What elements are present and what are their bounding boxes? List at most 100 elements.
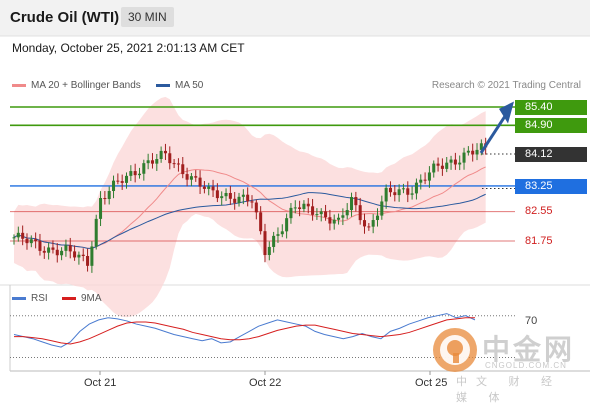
candle-body — [133, 171, 137, 176]
watermark-tagline: 中文 财 经 媒 体 — [456, 375, 561, 404]
candle-body — [142, 163, 146, 174]
candle-body — [207, 186, 211, 189]
candle-body — [159, 150, 163, 160]
candle-body — [120, 181, 124, 183]
candle-body — [341, 215, 345, 218]
candle-body — [306, 203, 310, 207]
resistance-1-tag: 84.90 — [515, 118, 587, 133]
candle-body — [129, 171, 133, 176]
candle-body — [124, 175, 129, 183]
legend-9ma-label: 9MA — [81, 293, 102, 304]
candle-body — [371, 220, 375, 227]
candle-body — [479, 143, 483, 150]
candle-body — [228, 192, 232, 199]
candle-body — [466, 150, 470, 153]
support-1-label: 82.55 — [525, 205, 553, 217]
candle-body — [445, 162, 449, 169]
candle-body — [319, 211, 323, 215]
candle-body — [285, 218, 289, 232]
candle-body — [81, 254, 85, 256]
candle-body — [237, 196, 241, 203]
timeframe-badge[interactable]: 30 MIN — [121, 7, 174, 27]
candle-body — [185, 174, 189, 180]
candle-body — [263, 231, 267, 256]
instrument-title: Crude Oil (WTI) — [10, 9, 120, 26]
candle-body — [146, 160, 150, 164]
candle-body — [112, 180, 116, 191]
watermark-logo-icon — [433, 328, 477, 372]
candle-body — [202, 186, 206, 189]
candle-body — [410, 193, 414, 195]
candle-body — [90, 246, 94, 266]
candle-body — [60, 250, 64, 256]
candle-body — [246, 194, 250, 202]
candle-body — [55, 249, 59, 256]
candle-body — [77, 254, 81, 258]
resistance-2-tag: 85.40 — [515, 100, 587, 115]
candle-body — [38, 241, 42, 251]
candle-body — [29, 239, 33, 244]
x-label-oct22: Oct 22 — [249, 377, 282, 389]
candle-body — [367, 226, 371, 228]
candle-body — [267, 246, 271, 256]
ma9-swatch — [62, 296, 76, 300]
candle-body — [324, 211, 328, 218]
datetime-label: Monday, October 25, 2021 2:01:13 AM CET — [12, 41, 245, 55]
x-label-oct21: Oct 21 — [84, 377, 117, 389]
candle-body — [181, 164, 185, 175]
forecast-arrow-icon — [499, 101, 514, 124]
candle-body — [414, 182, 418, 194]
candle-body — [233, 198, 237, 203]
candle-body — [311, 206, 315, 215]
candle-body — [220, 196, 224, 199]
candle-body — [16, 232, 20, 238]
rsi-line — [13, 313, 476, 348]
watermark-name: 中金网 — [482, 333, 576, 366]
candle-body — [462, 152, 466, 163]
candle-body — [259, 212, 263, 232]
candle-body — [362, 220, 367, 227]
candle-body — [34, 239, 38, 242]
bollinger-band-area — [14, 96, 486, 318]
candle-body — [194, 176, 198, 178]
rsi-level-label: 70 — [525, 315, 538, 327]
candle-body — [436, 163, 440, 166]
candle-body — [211, 186, 215, 191]
candle-body — [345, 210, 349, 216]
candle-body — [116, 180, 120, 182]
candle-body — [401, 188, 405, 190]
pivot-tag: 83.25 — [515, 179, 587, 194]
candle-body — [107, 190, 111, 200]
header-bar — [0, 0, 590, 36]
last-price-tag: 84.12 — [515, 147, 587, 162]
legend-rsi-label: RSI — [31, 293, 48, 304]
candle-body — [358, 205, 362, 221]
legend-ma50-label: MA 50 — [175, 80, 204, 91]
candle-body — [302, 203, 306, 209]
research-credit: Research © 2021 Trading Central — [431, 80, 581, 91]
candle-body — [172, 163, 176, 165]
watermark-domain: CNGOLD.COM.CN — [485, 361, 567, 370]
ma20-swatch — [12, 83, 26, 87]
candle-body — [332, 219, 336, 224]
candle-body — [168, 153, 172, 164]
candle-body — [397, 189, 401, 196]
candle-body — [64, 245, 68, 251]
candle-body — [73, 251, 77, 258]
candle-body — [224, 192, 228, 197]
candle-body — [289, 207, 293, 219]
candle-body — [150, 160, 154, 164]
candle-body — [68, 245, 72, 252]
candle-body — [155, 159, 159, 164]
candle-body — [250, 201, 254, 203]
candle-body — [86, 255, 90, 266]
candle-body — [380, 201, 384, 216]
ma50-swatch — [156, 83, 170, 87]
candle-body — [99, 198, 103, 219]
candle-body — [298, 207, 302, 209]
candle-body — [42, 250, 46, 253]
candle-body — [47, 247, 51, 253]
candle-body — [189, 176, 193, 180]
legend-rsi: RSI — [12, 293, 48, 304]
